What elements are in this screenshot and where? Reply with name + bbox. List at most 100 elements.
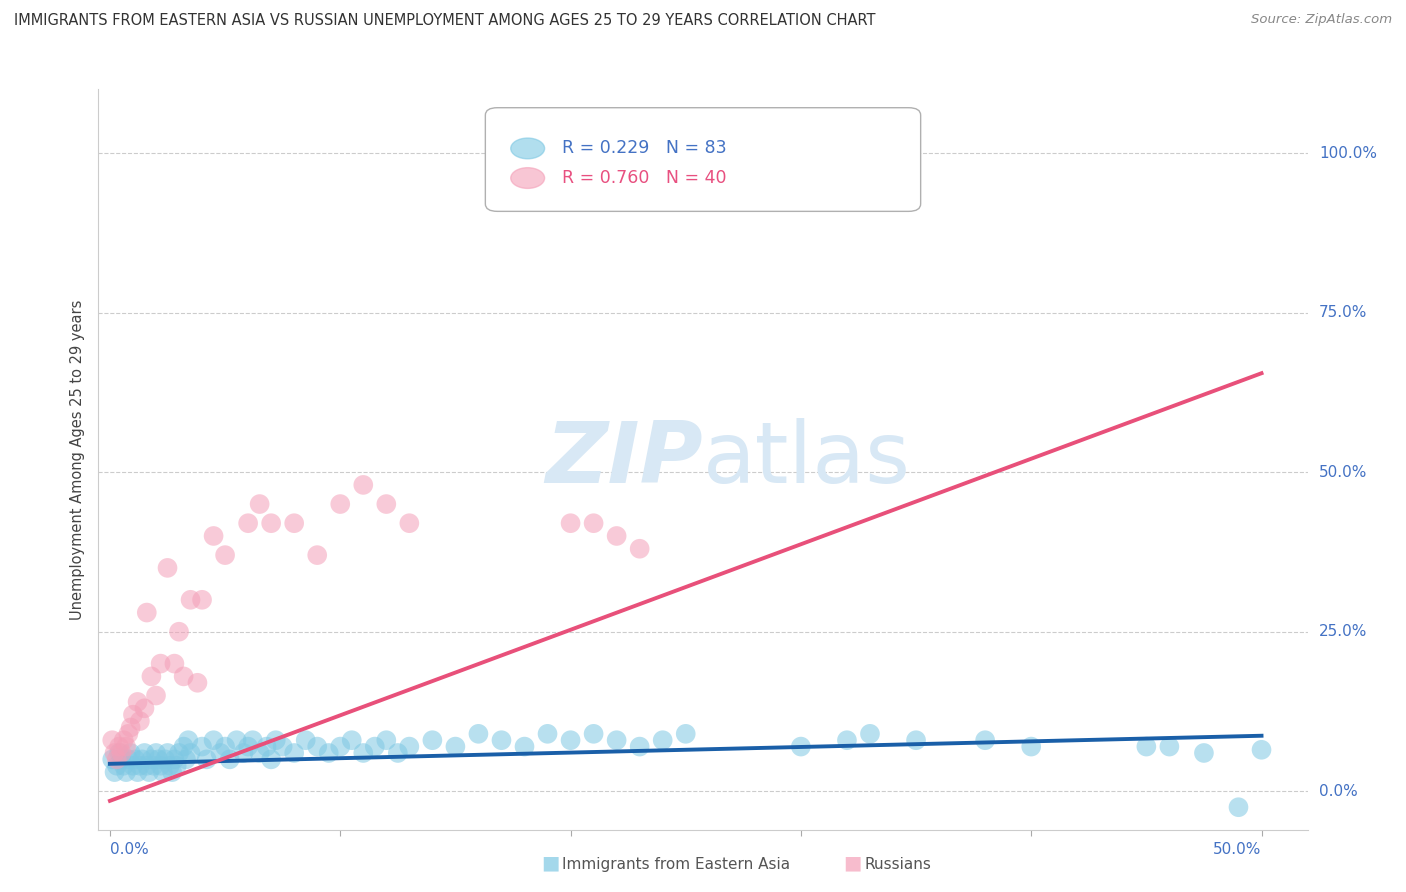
Point bbox=[156, 561, 179, 575]
Point bbox=[177, 733, 200, 747]
Point bbox=[1019, 739, 1042, 754]
Text: 50.0%: 50.0% bbox=[1319, 465, 1368, 480]
Point bbox=[180, 746, 202, 760]
Point bbox=[905, 733, 928, 747]
Point bbox=[127, 765, 149, 780]
Point bbox=[159, 758, 181, 772]
Point bbox=[142, 758, 165, 772]
Point bbox=[101, 752, 124, 766]
Point bbox=[582, 516, 605, 531]
Point bbox=[444, 739, 467, 754]
Point bbox=[375, 497, 398, 511]
Point bbox=[124, 752, 146, 766]
Point bbox=[283, 516, 305, 531]
Point bbox=[329, 739, 352, 754]
Point bbox=[134, 746, 156, 760]
Point bbox=[202, 733, 225, 747]
Point bbox=[148, 752, 170, 766]
Point bbox=[128, 758, 150, 772]
Text: atlas: atlas bbox=[703, 417, 911, 501]
Point bbox=[249, 497, 271, 511]
Point bbox=[260, 752, 283, 766]
Point bbox=[138, 765, 160, 780]
Point bbox=[112, 733, 135, 747]
Point bbox=[560, 516, 582, 531]
Point bbox=[271, 739, 294, 754]
Point bbox=[202, 529, 225, 543]
Point bbox=[135, 758, 157, 772]
Point bbox=[167, 624, 190, 639]
Point bbox=[318, 746, 340, 760]
Text: Immigrants from Eastern Asia: Immigrants from Eastern Asia bbox=[562, 857, 790, 872]
Point bbox=[115, 765, 138, 780]
Point bbox=[651, 146, 673, 161]
Point bbox=[195, 752, 218, 766]
Point bbox=[134, 701, 156, 715]
Point bbox=[1192, 746, 1215, 760]
Point bbox=[103, 746, 125, 760]
Point bbox=[180, 592, 202, 607]
Point bbox=[1227, 800, 1250, 814]
Point bbox=[145, 689, 167, 703]
Point bbox=[145, 746, 167, 760]
Point bbox=[105, 752, 128, 766]
Point bbox=[105, 758, 128, 772]
Point bbox=[242, 733, 264, 747]
Point bbox=[398, 516, 420, 531]
Point bbox=[163, 657, 186, 671]
Point bbox=[260, 516, 283, 531]
Point bbox=[249, 746, 271, 760]
Point bbox=[173, 669, 195, 683]
Text: ■: ■ bbox=[844, 854, 862, 872]
Point bbox=[101, 733, 124, 747]
Point bbox=[214, 739, 236, 754]
Point bbox=[582, 727, 605, 741]
Point bbox=[117, 727, 139, 741]
Point bbox=[117, 752, 139, 766]
Point bbox=[173, 739, 195, 754]
Point bbox=[236, 739, 259, 754]
Y-axis label: Unemployment Among Ages 25 to 29 years: Unemployment Among Ages 25 to 29 years bbox=[69, 299, 84, 620]
Point bbox=[364, 739, 387, 754]
Point bbox=[974, 733, 997, 747]
Point bbox=[1135, 739, 1157, 754]
Point bbox=[236, 516, 259, 531]
Point bbox=[1159, 739, 1181, 754]
Text: ZIP: ZIP bbox=[546, 417, 703, 501]
Point bbox=[859, 727, 882, 741]
Point bbox=[329, 497, 352, 511]
Point bbox=[186, 675, 208, 690]
Point bbox=[606, 529, 628, 543]
Point bbox=[352, 478, 374, 492]
Point bbox=[166, 758, 188, 772]
Point bbox=[141, 669, 163, 683]
Point bbox=[167, 746, 190, 760]
Point bbox=[835, 733, 858, 747]
Point bbox=[209, 746, 232, 760]
Point bbox=[790, 739, 813, 754]
Text: 0.0%: 0.0% bbox=[110, 842, 149, 857]
Point bbox=[387, 746, 409, 760]
Text: R = 0.229   N = 83: R = 0.229 N = 83 bbox=[561, 139, 725, 157]
Point bbox=[294, 733, 316, 747]
Point bbox=[264, 733, 287, 747]
Point bbox=[135, 606, 157, 620]
Text: Russians: Russians bbox=[865, 857, 932, 872]
Point bbox=[115, 739, 138, 754]
Point bbox=[128, 714, 150, 728]
Text: 0.0%: 0.0% bbox=[1319, 784, 1358, 798]
Point bbox=[352, 746, 374, 760]
Point bbox=[606, 733, 628, 747]
Point bbox=[103, 765, 125, 780]
Text: 50.0%: 50.0% bbox=[1213, 842, 1261, 857]
Point bbox=[152, 765, 174, 780]
Point bbox=[307, 548, 329, 562]
Point bbox=[122, 758, 145, 772]
Point bbox=[191, 592, 214, 607]
Point bbox=[340, 733, 363, 747]
Point bbox=[536, 727, 558, 741]
Text: 75.0%: 75.0% bbox=[1319, 305, 1368, 320]
Point bbox=[1250, 743, 1272, 757]
Point bbox=[214, 548, 236, 562]
Text: 100.0%: 100.0% bbox=[1319, 145, 1376, 161]
